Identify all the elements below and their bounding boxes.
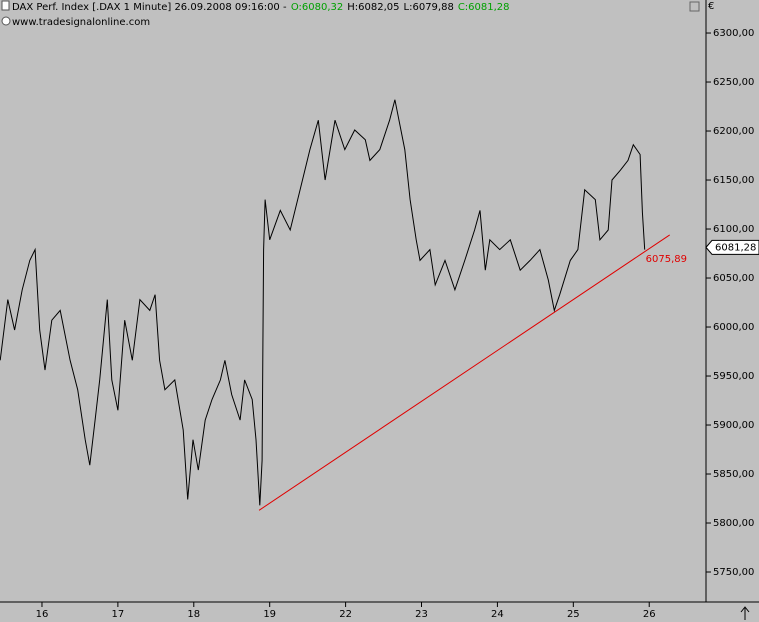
y-tick-label: 5950,00 [713,371,754,382]
last-price-label: 6081,28 [715,242,756,253]
chart-title: DAX Perf. Index [.DAX 1 Minute] 26.09.20… [12,2,287,13]
ohlc-value: O:6080,32 [291,2,343,13]
y-tick-label: 5800,00 [713,518,754,529]
y-tick-label: 6100,00 [713,224,754,235]
y-tick-label: 6050,00 [713,273,754,284]
y-tick-label: 6000,00 [713,322,754,333]
x-tick-label: 24 [491,609,504,620]
x-tick-label: 18 [187,609,200,620]
trendline-label: 6075,89 [646,254,687,265]
trendline [258,234,670,511]
last-price-box [705,239,759,255]
price-line [0,99,646,506]
ohlc-value: L:6079,88 [404,2,454,13]
source: www.tradesignalonline.com [12,17,150,28]
x-tick-label: 17 [112,609,125,620]
window-button[interactable] [689,1,700,12]
y-tick-label: 5850,00 [713,469,754,480]
x-tick-label: 25 [567,609,580,620]
y-tick-label: 6250,00 [713,77,754,88]
y-tick-label: 5750,00 [713,567,754,578]
header: DAX Perf. Index [.DAX 1 Minute] 26.09.20… [12,2,510,13]
ohlc-value: C:6081,28 [458,2,510,13]
source-icon [1,16,11,26]
x-tick-label: 26 [643,609,656,620]
y-tick-label: 5900,00 [713,420,754,431]
currency: € [708,1,714,12]
x-tick-label: 22 [339,609,352,620]
x-tick-label: 19 [263,609,276,620]
x-tick-label: 23 [415,609,428,620]
header-icon [1,0,10,11]
ohlc-value: H:6082,05 [347,2,399,13]
y-tick-label: 6200,00 [713,126,754,137]
y-tick-label: 6150,00 [713,175,754,186]
y-tick-label: 6300,00 [713,28,754,39]
x-tick-label: 16 [36,609,49,620]
scroll-arrow[interactable] [740,606,750,620]
